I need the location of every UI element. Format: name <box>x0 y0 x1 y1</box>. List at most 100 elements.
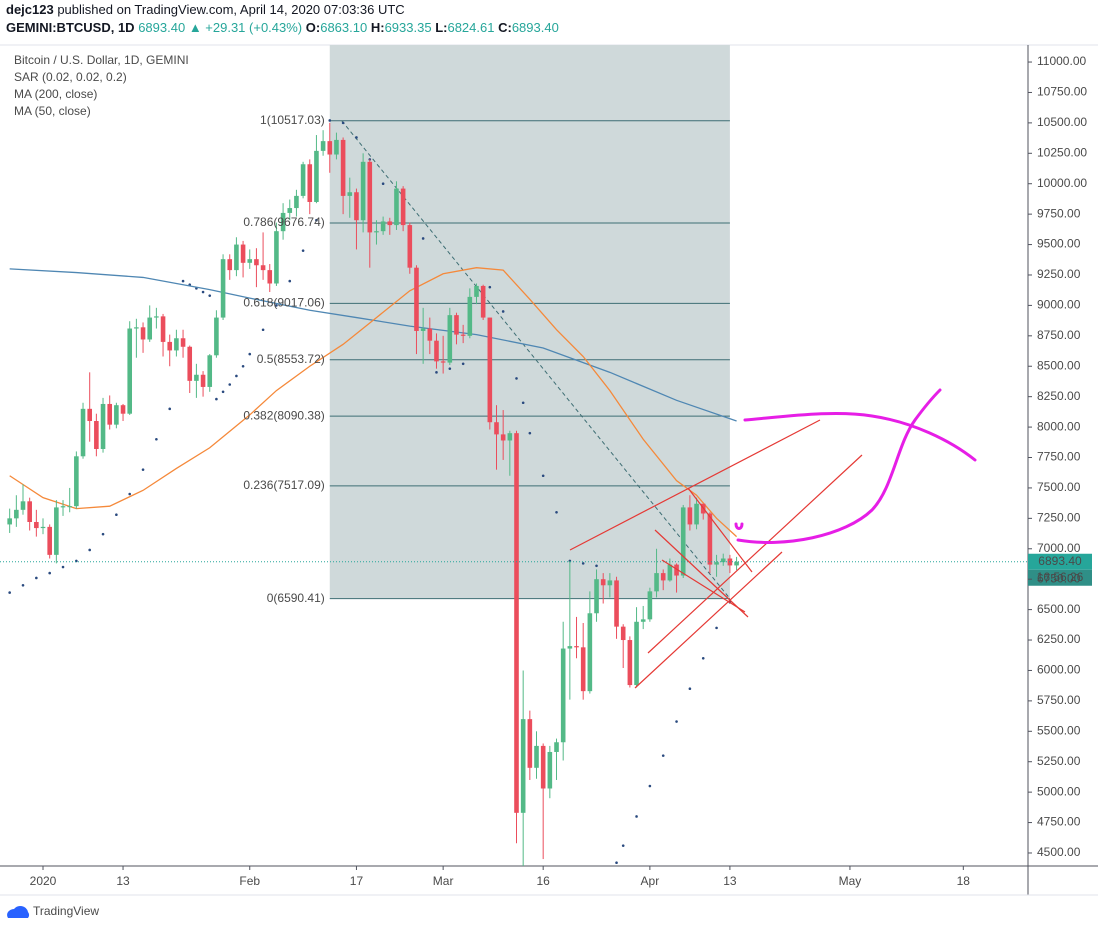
candle-body <box>74 456 79 507</box>
candle-body <box>420 328 426 331</box>
sar-dot <box>461 362 465 366</box>
candle-body <box>480 285 486 318</box>
fib-zone <box>329 45 730 599</box>
sar-dot <box>435 371 438 374</box>
fib-trend <box>341 120 731 599</box>
candle-body <box>307 164 313 202</box>
drawings <box>569 388 977 689</box>
y-tick-label: 8250.00 <box>1037 389 1081 403</box>
candle-body <box>540 745 546 789</box>
candle-body <box>334 139 339 155</box>
candle-body <box>194 374 199 381</box>
candle-body <box>347 192 353 196</box>
sar-dot <box>621 844 625 847</box>
sar-dot <box>328 119 332 122</box>
sar-dot <box>261 328 265 332</box>
publish-line: dejc123 published on TradingView.com, Ap… <box>6 2 405 17</box>
candle-body <box>127 328 133 414</box>
fib-label: 0.786(9676.74) <box>243 215 324 229</box>
sar-dot <box>301 249 305 252</box>
candle-body <box>647 591 653 620</box>
candle-body <box>547 751 553 789</box>
ohlc-key: C: <box>498 20 512 35</box>
y-tick-label: 6750.00 <box>1037 571 1081 585</box>
candle-body <box>154 316 159 318</box>
candle-body <box>574 646 579 648</box>
candle-body <box>320 141 326 151</box>
sar-dot <box>241 364 245 368</box>
candle-body <box>487 317 493 423</box>
sar-dot <box>61 565 65 569</box>
y-tick-label: 7750.00 <box>1037 450 1081 464</box>
y-tick-label: 5000.00 <box>1037 784 1081 798</box>
trend-line <box>647 454 863 654</box>
candle-body <box>180 338 186 347</box>
candle-body <box>434 340 439 362</box>
candle-body <box>80 408 86 457</box>
sar-dot <box>581 562 585 565</box>
y-tick-label: 5750.00 <box>1037 693 1081 707</box>
sar-dot <box>355 136 358 139</box>
x-tick-label: Mar <box>433 874 454 888</box>
candle-body <box>100 403 106 449</box>
sar-dot <box>595 564 598 568</box>
y-tick-label: 10000.00 <box>1037 176 1087 190</box>
candle-body <box>40 526 46 529</box>
sar-dot <box>541 474 545 478</box>
candle-body <box>374 231 379 233</box>
axes: 1(10517.03) 0.786(9676.74) 0.618(9017.06) 0… <box>30 54 1092 888</box>
candle-body <box>387 221 393 226</box>
y-tick-label: 10250.00 <box>1037 145 1087 159</box>
candle-body <box>174 338 179 351</box>
candle-body <box>680 507 686 576</box>
candle-body <box>707 513 713 565</box>
candle-body <box>87 408 92 422</box>
published: published on TradingView.com, April 14, … <box>57 2 404 17</box>
candle-body <box>720 558 726 563</box>
y-tick-label: 9000.00 <box>1037 298 1081 312</box>
sar-dot <box>115 513 118 516</box>
sar-dot <box>521 401 525 405</box>
author: dejc123 <box>6 2 54 17</box>
x-tick-label: Feb <box>239 874 260 888</box>
fib-label: 0.5(8553.72) <box>257 352 325 366</box>
candle-body <box>614 580 619 627</box>
ohlc-key: L: <box>435 20 447 35</box>
y-tick-label: 9500.00 <box>1037 237 1081 251</box>
sar-dot <box>648 784 652 788</box>
candle-body <box>260 265 266 271</box>
candle-body <box>107 403 113 425</box>
candle-body <box>380 221 386 232</box>
ohlc-value: 6933.35 <box>385 20 432 35</box>
sar-dot <box>168 407 172 411</box>
candle-body <box>314 150 319 202</box>
sar-dot <box>155 437 158 441</box>
candle-body <box>227 259 233 271</box>
candle-body <box>200 374 206 387</box>
candle-body <box>160 316 166 342</box>
sar-dot <box>128 492 132 496</box>
sar-dot <box>208 294 212 297</box>
x-tick-label: 13 <box>723 874 737 888</box>
sar-dot <box>101 532 105 536</box>
y-tick-label: 5500.00 <box>1037 723 1081 737</box>
sar-dot <box>381 182 385 186</box>
sar-dot <box>421 237 425 240</box>
candle-body <box>460 334 466 336</box>
candle-body <box>114 405 119 425</box>
candle-body <box>14 509 19 519</box>
candle-body <box>527 719 533 768</box>
candle-body <box>640 619 646 622</box>
sar-dot <box>221 390 225 394</box>
candle-body <box>400 188 406 226</box>
countdown-box <box>1028 569 1092 586</box>
trend-lines <box>569 419 863 689</box>
candle-body <box>694 503 699 525</box>
legend-entry: MA (50, close) <box>14 104 91 118</box>
candle-body <box>507 433 513 441</box>
plot <box>0 45 1028 866</box>
candle-body <box>67 506 72 508</box>
candle-body <box>240 244 246 263</box>
sar-dot <box>701 656 705 660</box>
fib-label: 0.382(8090.38) <box>243 408 324 422</box>
